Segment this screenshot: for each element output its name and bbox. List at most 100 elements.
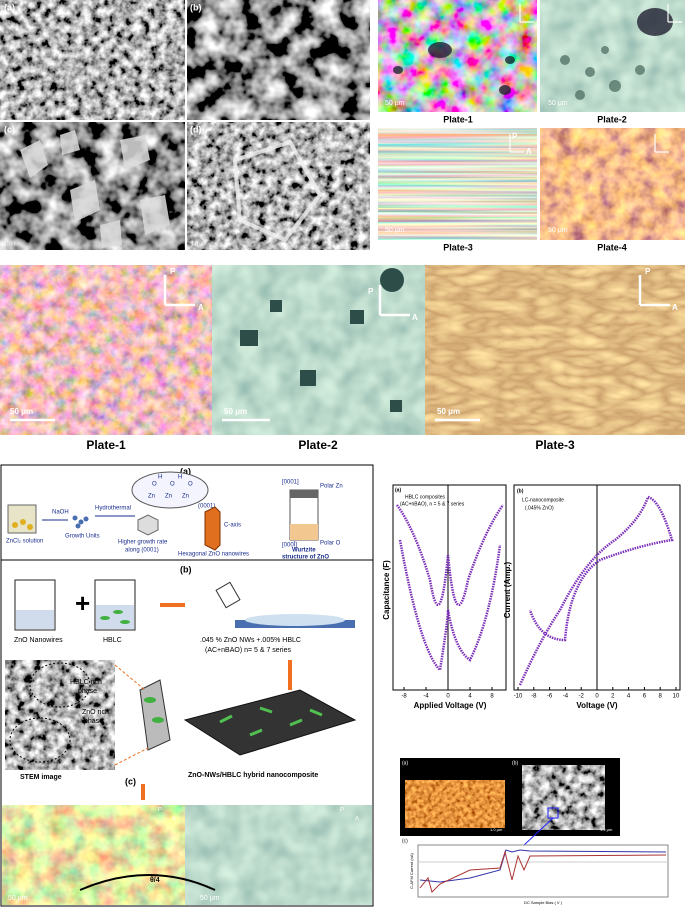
panel-label: (a)	[402, 760, 408, 766]
label: O	[170, 482, 175, 488]
pom-image	[185, 805, 372, 905]
polarizer-label: P	[368, 287, 374, 296]
polarizer-arrows	[10, 275, 670, 422]
label: A	[355, 817, 359, 823]
curve	[398, 539, 502, 673]
sem-b	[187, 0, 370, 120]
scale-bar: 1.0 μm	[490, 827, 503, 832]
composite-layer	[183, 689, 357, 756]
scale-bar: 50 μm	[8, 895, 28, 902]
label: H	[178, 475, 182, 481]
analyzer-label: A	[412, 313, 418, 322]
x-tick-label: -8	[531, 694, 537, 700]
zoom-bubble	[131, 471, 209, 509]
x-tick-label: 6	[643, 694, 647, 700]
x-tick-label: 4	[627, 694, 631, 700]
scale-bar: 100 nm	[4, 241, 21, 247]
legend: HBLC composites	[405, 494, 446, 500]
label: (0001)	[198, 504, 215, 510]
nanowire	[204, 506, 221, 551]
polarizer-label: P	[512, 132, 518, 141]
afm-b	[522, 765, 605, 830]
schematic: (a) ZnCl₂ solution NaOH Growth Units Hyd…	[0, 464, 374, 907]
label: NaOH	[52, 510, 69, 516]
afm-plot-frame	[417, 844, 669, 898]
plate-label: Plate-2	[597, 114, 627, 124]
label: C-axis	[224, 523, 241, 529]
current-plot: (b) LC-nanocomposite (.045% ZnO) Current…	[503, 484, 681, 710]
label: Polar O	[320, 541, 341, 547]
label: [0001]	[282, 480, 299, 486]
panel-label: (b)	[190, 2, 202, 12]
x-tick-label: 8	[490, 694, 494, 700]
y-axis-label: Capacitance (F)	[382, 560, 391, 620]
label: ZnO Nanowires	[14, 637, 63, 644]
label: [000Ī]	[282, 542, 297, 549]
label: phase	[78, 688, 97, 695]
label: Wurtzite	[292, 548, 316, 554]
crystal-d	[232, 139, 323, 243]
x-tick-label: 4	[468, 694, 472, 700]
label: Zn	[165, 494, 172, 500]
label: .045 % ZnO NWs +.005% HBLC	[200, 637, 301, 644]
vial	[14, 579, 56, 631]
scale-bar: 50 μm	[385, 227, 405, 234]
domains	[560, 8, 673, 100]
plate-label: Plate-4	[597, 242, 627, 252]
axes-frame	[392, 484, 507, 691]
svg-text:+: +	[75, 588, 90, 618]
plate-label: Plate-1	[443, 114, 473, 124]
x-tick-label: 0	[446, 694, 450, 700]
x-axis-label: DC Sample Bias ( V )	[524, 900, 563, 905]
analyzer-label: A	[672, 303, 678, 312]
current-trace	[419, 849, 667, 883]
panel-label: (b)	[517, 488, 524, 494]
composite-zoom	[139, 679, 171, 751]
x-tick-label: 0	[595, 694, 599, 700]
polarizer-arrows	[509, 4, 682, 153]
panel-label: (c)	[125, 776, 136, 786]
y-axis-label: Current (Amp.)	[503, 561, 512, 618]
panel-label: (b)	[180, 564, 192, 574]
label: H	[158, 475, 162, 481]
label: P	[340, 808, 344, 814]
plate-label: Plate-3	[535, 438, 575, 452]
label: STEM image	[20, 774, 62, 781]
panel-label: (c)	[4, 124, 15, 134]
x-tick-label: 10	[673, 694, 680, 700]
label: Polar Zn	[320, 484, 343, 490]
x-tick-label: 2	[611, 694, 615, 700]
x-tick-label: -4	[563, 694, 569, 700]
plate-image	[0, 265, 212, 435]
legend: (AC+nBAO), n = 5 & 7 series	[400, 501, 465, 507]
label: phase	[84, 718, 103, 725]
label: along (0001)	[125, 548, 159, 554]
polarizer-label: P	[170, 267, 176, 276]
scale-bar: 50 μm	[200, 895, 220, 902]
x-axis-label: Applied Voltage (V)	[414, 701, 487, 710]
label: Hexagonal ZnO nanowires	[178, 552, 249, 558]
plate-image	[378, 128, 537, 240]
scale-bar: 50 μm	[10, 407, 33, 416]
x-tick-label: -10	[514, 694, 523, 700]
analyzer-label: A	[526, 147, 532, 156]
panel-label: (a)	[4, 2, 15, 12]
scale-bar: 50 μm	[548, 227, 568, 234]
label: ZnO-NWs/HBLC hybrid nanocomposite	[188, 772, 318, 779]
x-tick-label: -6	[547, 694, 553, 700]
panel-label: (a)	[180, 466, 191, 476]
panel-label: (c)	[402, 838, 408, 844]
label: Zn	[182, 494, 189, 500]
y-axis-label: C-AFM Current (nA)	[409, 852, 414, 888]
plate-label: Plate-3	[443, 242, 473, 252]
scale-bar: 1.0 μm	[191, 241, 206, 247]
label: A	[172, 817, 176, 823]
label: Growth Units	[65, 534, 100, 540]
plate-image	[425, 265, 685, 435]
plate-image	[540, 128, 685, 240]
pom-image	[2, 805, 185, 905]
label: P	[158, 808, 162, 814]
pom-top: P A 50 μm 50 μm 50 μm 50 μm Plate-1 Plat…	[378, 0, 685, 252]
scale-bar: 50 μm	[437, 407, 460, 416]
